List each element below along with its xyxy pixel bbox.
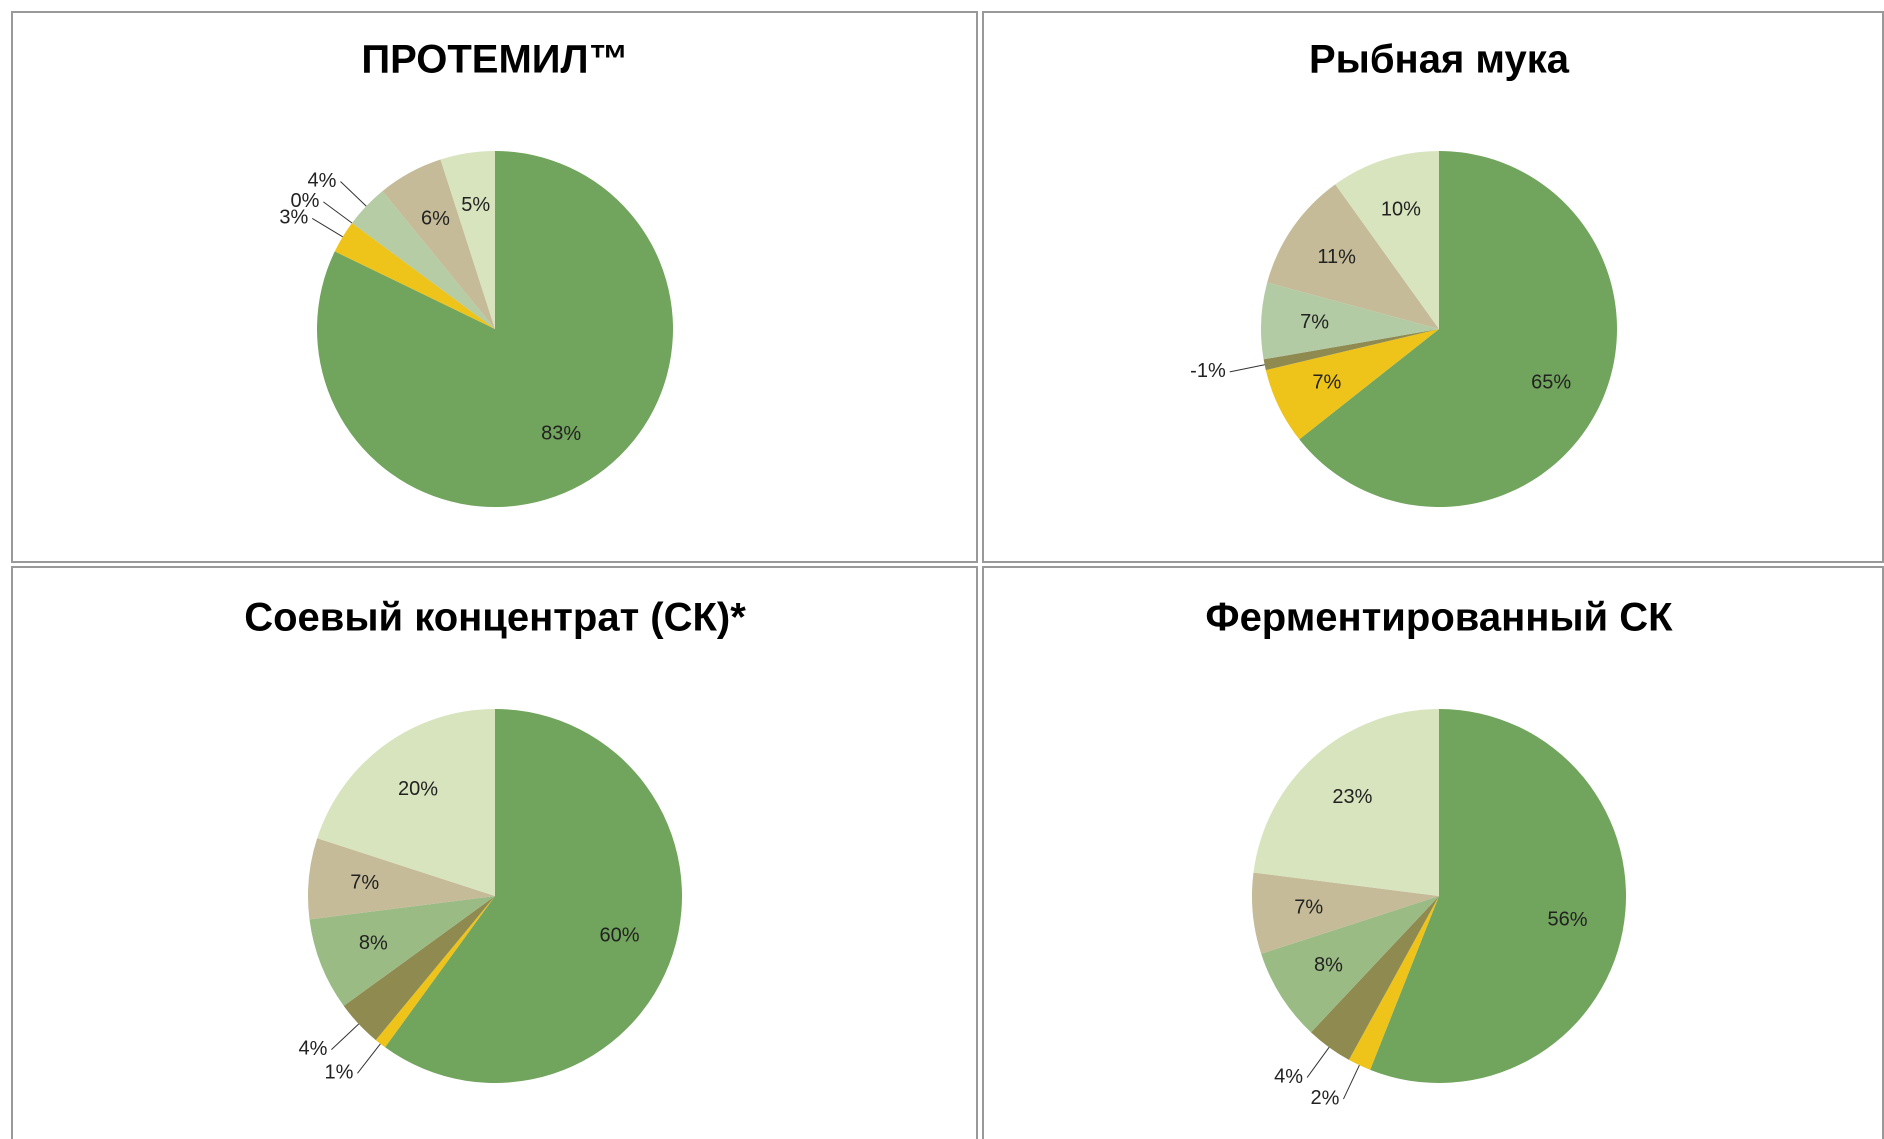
label-value: 11: [1317, 246, 1338, 268]
pie-slice: [1263, 329, 1439, 371]
data-label: 7%: [1300, 311, 1329, 333]
data-label: 8%: [1314, 954, 1343, 976]
label-value: 10: [1381, 199, 1403, 221]
panel: [982, 566, 1884, 1139]
label-value: 20: [398, 778, 420, 800]
data-label: -1%: [1190, 360, 1226, 382]
leader-line: [1229, 364, 1265, 373]
data-label: 4%: [308, 170, 337, 192]
label-value: 65: [1531, 372, 1553, 394]
pie-slice: [317, 709, 495, 896]
data-label: 4%: [1274, 1066, 1303, 1088]
label-value: 2: [1311, 1087, 1322, 1109]
leader-line: [1306, 1046, 1330, 1078]
leader-line: [312, 217, 343, 238]
data-label: 20%: [398, 778, 438, 800]
label-value: 7: [1312, 372, 1323, 394]
pie-slice: [1261, 282, 1439, 360]
leader-line: [331, 1023, 360, 1050]
pie-slice: [1370, 709, 1627, 1083]
pie-slice: [440, 151, 495, 329]
data-label: 2%: [1311, 1087, 1340, 1109]
label-value: 4: [1274, 1066, 1285, 1088]
panel: [11, 11, 978, 563]
label-value: -1: [1190, 360, 1208, 382]
label-value: 4: [308, 170, 319, 192]
data-label: 23%: [1332, 786, 1372, 808]
label-value: 7: [1294, 897, 1305, 919]
panel: [11, 566, 978, 1139]
pie-slice: [375, 896, 495, 1048]
label-value: 83: [541, 423, 563, 445]
chart-title: Ферментированный СК: [1205, 596, 1673, 640]
label-value: 6: [421, 208, 432, 230]
panel: [982, 11, 1884, 563]
data-label: 1%: [325, 1062, 354, 1084]
pie-slice: [382, 159, 495, 329]
data-label: 65%: [1531, 372, 1571, 394]
label-value: 56: [1548, 909, 1570, 931]
label-value: 4: [298, 1038, 309, 1060]
chart-title: Соевый концентрат (СК)*: [244, 596, 746, 640]
pie-slice: [334, 223, 495, 329]
data-label: 83%: [541, 423, 581, 445]
data-label: 6%: [421, 208, 450, 230]
label-value: 3: [279, 207, 290, 229]
data-label: 8%: [359, 932, 388, 954]
leader-line: [1343, 1064, 1360, 1100]
leader-line: [357, 1043, 381, 1074]
label-value: 23: [1332, 786, 1354, 808]
label-value: 0: [290, 190, 301, 212]
leader-line: [323, 201, 353, 224]
data-label: 3%: [279, 207, 308, 229]
data-label: 60%: [599, 925, 639, 947]
data-label: 5%: [461, 194, 490, 216]
data-label: 7%: [1294, 897, 1323, 919]
data-label: 7%: [350, 872, 379, 894]
chart-title: Рыбная мука: [1309, 38, 1570, 82]
pie-slice: [1299, 151, 1617, 507]
data-label: 56%: [1548, 909, 1588, 931]
pie-slice: [1265, 329, 1439, 440]
chart-title: ПРОТЕМИЛ™: [361, 38, 628, 82]
label-value: 8: [359, 932, 370, 954]
pie-slice: [1267, 184, 1439, 329]
data-label: 0%: [290, 190, 319, 212]
pie-slice: [385, 709, 683, 1084]
label-value: 5: [461, 194, 472, 216]
pie-slice: [1335, 151, 1439, 329]
pie-slice: [1348, 896, 1439, 1070]
data-label: 11%: [1317, 246, 1356, 268]
data-label: 4%: [298, 1038, 327, 1060]
leader-line: [340, 181, 367, 207]
pie-slice: [309, 896, 495, 1006]
label-value: 7: [350, 872, 361, 894]
pie-slice: [1310, 896, 1439, 1060]
label-value: 1: [325, 1062, 336, 1084]
data-label: 7%: [1312, 372, 1341, 394]
label-value: 7: [1300, 311, 1311, 333]
label-value: 8: [1314, 954, 1325, 976]
pie-slice: [351, 191, 495, 329]
pie-slice: [343, 896, 495, 1041]
pie-slice: [1253, 708, 1439, 896]
pie-slice: [1261, 896, 1439, 1033]
pie-slice: [1252, 872, 1439, 954]
label-value: 60: [599, 925, 621, 947]
pie-slice: [308, 838, 495, 920]
data-label: 10%: [1381, 199, 1421, 221]
